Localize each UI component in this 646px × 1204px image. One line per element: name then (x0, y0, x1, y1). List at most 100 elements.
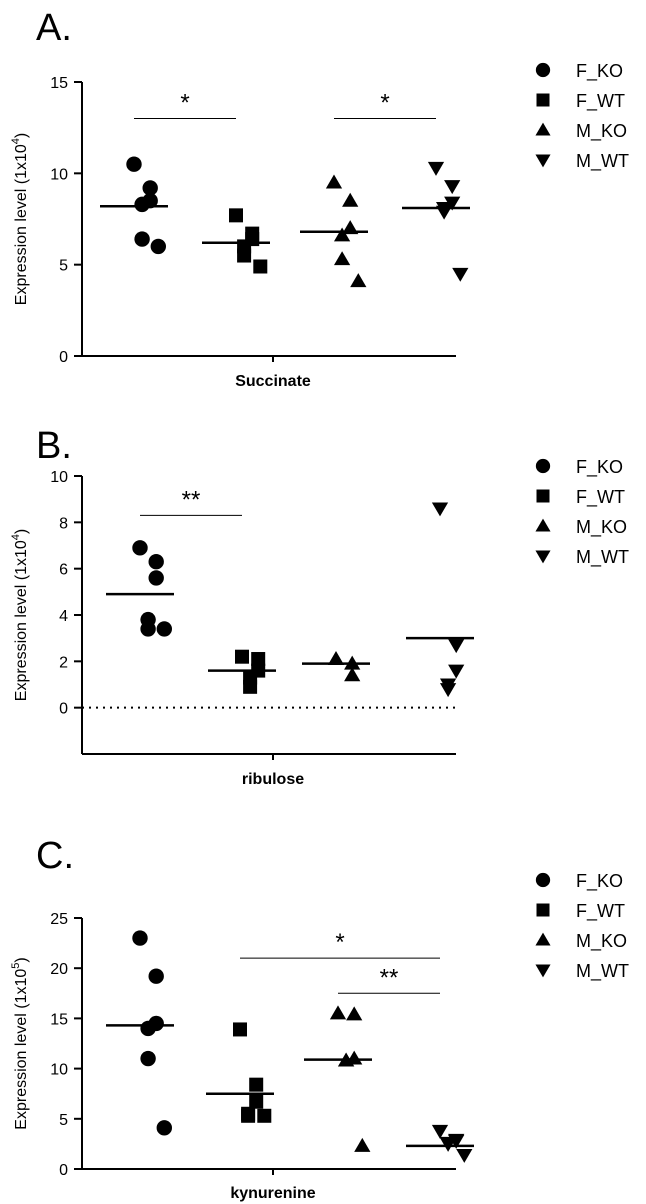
series-f-ko (100, 156, 168, 255)
panel-letter: C. (36, 835, 74, 877)
series-f-wt (208, 649, 276, 694)
legend-item-f-ko: F_KO (535, 871, 623, 892)
panel-letter: A. (36, 7, 72, 49)
legend-label: M_KO (576, 931, 627, 952)
chart-panel-3: C. 0 5 10 15 20 25 Expression level (1x105) kynu… (10, 835, 629, 1202)
y-tick-label: 10 (50, 166, 68, 183)
data-point-square (251, 652, 266, 667)
series-m-ko (304, 1005, 372, 1152)
legend-item-m-wt: M_WT (535, 961, 629, 982)
series-m-ko (300, 174, 368, 288)
y-tick-label: 20 (50, 961, 68, 978)
legend-label: F_KO (576, 61, 623, 82)
x-axis-label: ribulose (242, 771, 304, 788)
data-point-square (253, 259, 268, 274)
data-point-circle (148, 554, 164, 570)
data-point-triangle-down (444, 196, 461, 211)
data-point-square (241, 1108, 256, 1123)
data-point-triangle-down (431, 502, 449, 517)
significance-label: ** (380, 964, 399, 991)
data-point-circle (126, 156, 142, 172)
data-point-triangle-up (333, 227, 351, 242)
data-point-circle (134, 196, 150, 213)
data-point-circle (140, 1050, 156, 1067)
data-point-triangle-up (337, 1052, 355, 1067)
data-point-circle (140, 1020, 156, 1037)
data-point-triangle-down (448, 664, 465, 679)
data-point-triangle-down (456, 1148, 473, 1163)
legend-marker-circle (535, 872, 551, 888)
data-point-square (257, 1108, 272, 1123)
data-point-triangle-down (452, 267, 469, 282)
legend-marker-triangle-up (535, 122, 551, 136)
legend-label: F_KO (576, 871, 623, 892)
legend-label: M_WT (576, 547, 629, 568)
legend-label: M_WT (576, 151, 629, 172)
series-m-wt (406, 502, 474, 698)
data-point-square (243, 679, 258, 694)
significance-label: * (335, 929, 344, 956)
data-point-circle (150, 238, 166, 255)
legend-marker-triangle-up (535, 518, 551, 532)
data-point-circle (156, 1120, 172, 1136)
x-axis-label: Succinate (235, 373, 311, 390)
y-axis-label: Expression level (1x104) (10, 133, 30, 305)
data-point-triangle-down (439, 1137, 457, 1152)
chart-panel-2: B. 0 2 4 6 8 10 Expression level (1x104) ribulos… (10, 425, 629, 788)
legend-marker-triangle-down (535, 964, 551, 978)
data-point-square (249, 1077, 264, 1092)
significance-label: ** (182, 486, 201, 513)
data-point-triangle-down (427, 161, 445, 176)
legend-item-f-ko: F_KO (535, 61, 623, 82)
legend-marker-triangle-down (535, 550, 551, 564)
data-point-circle (132, 930, 148, 946)
data-point-triangle-up (346, 1006, 363, 1021)
data-point-triangle-up (333, 251, 351, 266)
y-tick-label: 5 (59, 1112, 68, 1129)
chart-panel-1: A. 0 5 10 15 Expression level (1x104) Succinat… (10, 7, 629, 390)
series-f-ko (106, 930, 174, 1136)
legend-marker-square (536, 489, 550, 503)
y-tick-label: 5 (59, 258, 68, 275)
y-tick-label: 10 (50, 469, 68, 486)
legend-item-m-ko: M_KO (535, 517, 627, 538)
legend-item-m-ko: M_KO (535, 931, 627, 952)
legend-marker-circle (535, 62, 551, 78)
series-f-wt (202, 208, 270, 274)
y-axis-label: Expression level (1x105) (10, 957, 30, 1129)
legend-marker-circle (535, 458, 551, 474)
data-point-square (229, 208, 243, 223)
x-axis-label: kynurenine (230, 1185, 315, 1202)
data-point-triangle-up (342, 220, 359, 235)
legend-label: M_KO (576, 121, 627, 142)
series-m-wt (406, 1124, 474, 1163)
legend-item-m-wt: M_WT (535, 547, 629, 568)
data-point-triangle-down (435, 205, 453, 220)
significance-label: * (380, 90, 389, 117)
data-point-circle (142, 180, 158, 196)
data-point-square (235, 649, 249, 664)
data-point-circle (140, 621, 156, 637)
data-point-triangle-up (354, 1137, 371, 1152)
legend-label: F_WT (576, 487, 625, 508)
y-tick-label: 0 (59, 349, 68, 366)
data-point-circle (148, 570, 164, 586)
legend-item-m-wt: M_WT (535, 151, 629, 172)
series-f-ko (106, 540, 174, 637)
legend-item-f-ko: F_KO (535, 457, 623, 478)
data-point-triangle-up (344, 655, 361, 670)
data-point-square (249, 1094, 264, 1109)
y-tick-label: 15 (50, 1011, 68, 1028)
legend-marker-square (536, 93, 550, 107)
data-point-circle (156, 621, 172, 637)
y-tick-label: 4 (59, 608, 68, 625)
y-tick-label: 25 (50, 911, 68, 928)
legend-label: F_WT (576, 91, 625, 112)
y-tick-label: 0 (59, 701, 68, 718)
data-point-circle (132, 540, 148, 556)
y-axis-label: Expression level (1x104) (10, 529, 30, 701)
data-point-triangle-down (448, 639, 465, 654)
y-tick-label: 10 (50, 1062, 68, 1079)
legend-marker-triangle-up (535, 932, 551, 946)
data-point-square (233, 1022, 247, 1037)
